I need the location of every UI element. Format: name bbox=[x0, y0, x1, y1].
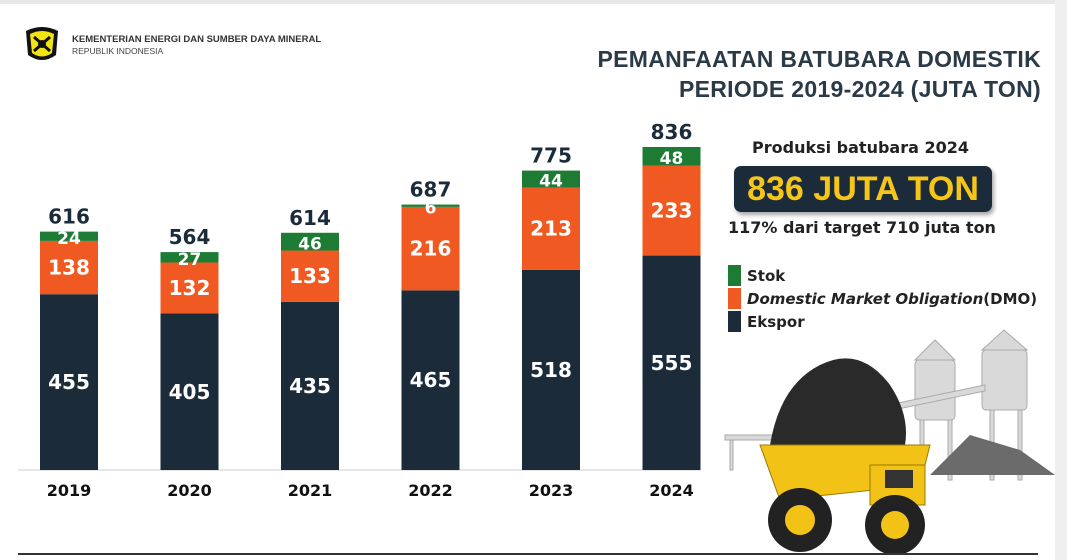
data-label: 133 bbox=[289, 264, 331, 288]
data-label: 435 bbox=[289, 374, 331, 398]
bar-segment-stok bbox=[160, 252, 219, 263]
legend-label: Ekspor bbox=[747, 312, 805, 331]
org-subtitle: REPUBLIK INDONESIA bbox=[72, 46, 164, 56]
bar-segment-ekspor bbox=[522, 269, 580, 470]
title-line-1: PEMANFAATAN BATUBARA DOMESTIK bbox=[597, 46, 1041, 72]
data-label: 518 bbox=[530, 358, 572, 382]
data-label: 27 bbox=[178, 250, 202, 270]
ministry-logo-icon bbox=[26, 27, 58, 60]
x-tick-label: 2023 bbox=[529, 481, 574, 500]
x-tick-label: 2019 bbox=[47, 481, 92, 500]
data-label: 24 bbox=[57, 229, 81, 249]
data-label: 48 bbox=[660, 149, 684, 169]
bar-segment-domestic bbox=[40, 240, 98, 295]
data-label: 44 bbox=[539, 172, 563, 192]
bar-segment-stok bbox=[522, 170, 580, 188]
total-label: 564 bbox=[169, 225, 211, 249]
total-label: 614 bbox=[289, 206, 331, 230]
bar-segment-domestic bbox=[281, 250, 339, 302]
data-label: 405 bbox=[169, 380, 211, 404]
data-label: 138 bbox=[48, 256, 90, 280]
bar-segment-stok bbox=[281, 232, 339, 251]
bottom-divider bbox=[18, 553, 1038, 555]
bar-segment-ekspor bbox=[642, 255, 701, 470]
bar-segment-ekspor bbox=[401, 290, 460, 470]
legend-swatch bbox=[728, 311, 741, 332]
title-line-2: PERIODE 2019-2024 (JUTA TON) bbox=[678, 76, 1041, 102]
total-label: 836 bbox=[651, 120, 693, 144]
x-tick-label: 2021 bbox=[288, 481, 333, 500]
top-border bbox=[0, 0, 1067, 4]
org-name: KEMENTERIAN ENERGI DAN SUMBER DAYA MINER… bbox=[72, 34, 322, 45]
data-label: 216 bbox=[410, 237, 452, 261]
bar-segment-ekspor bbox=[281, 301, 339, 470]
legend-swatch bbox=[728, 288, 741, 309]
data-label: 555 bbox=[651, 351, 693, 375]
legend-label: Domestic Market Obligation bbox=[747, 289, 984, 308]
legend-swatch bbox=[728, 265, 741, 286]
bar-segment-stok bbox=[401, 204, 460, 207]
chart-title: PEMANFAATAN BATUBARA DOMESTIK PERIODE 20… bbox=[597, 44, 1041, 104]
data-label: 455 bbox=[48, 370, 90, 394]
legend-item-stok: Stok bbox=[728, 264, 1037, 287]
production-label: Produksi batubara 2024 bbox=[752, 138, 969, 157]
bar-segment-ekspor bbox=[160, 313, 219, 470]
total-label: 687 bbox=[410, 178, 452, 202]
bar-segment-domestic bbox=[522, 187, 580, 270]
bar-segment-domestic bbox=[401, 206, 460, 291]
legend-item-dmo: Domestic Market Obligation (DMO) bbox=[728, 287, 1037, 310]
coal-truck-illustration bbox=[724, 329, 1055, 555]
bar-segment-ekspor bbox=[40, 294, 98, 470]
legend-label-suffix: (DMO) bbox=[983, 289, 1038, 308]
data-label: 132 bbox=[169, 276, 211, 300]
bar-segment-domestic bbox=[160, 262, 219, 314]
bar-segment-stok bbox=[40, 231, 98, 241]
legend: Stok Domestic Market Obligation (DMO) Eks… bbox=[728, 264, 1037, 333]
bar-segment-stok bbox=[642, 147, 701, 166]
bar-segment-domestic bbox=[642, 165, 701, 256]
data-label: 233 bbox=[651, 199, 693, 223]
x-tick-label: 2020 bbox=[167, 481, 212, 500]
data-label: 6 bbox=[425, 198, 437, 218]
right-border bbox=[1055, 0, 1067, 560]
x-tick-label: 2022 bbox=[408, 481, 453, 500]
x-tick-label: 2024 bbox=[649, 481, 694, 500]
target-percentage: 117% dari target 710 juta ton bbox=[728, 218, 996, 237]
total-label: 775 bbox=[530, 144, 572, 168]
data-label: 46 bbox=[298, 234, 322, 254]
legend-label: Stok bbox=[747, 266, 786, 285]
legend-item-ekspor: Ekspor bbox=[728, 310, 1037, 333]
production-total-badge: 836 JUTA TON bbox=[734, 166, 992, 212]
data-label: 465 bbox=[410, 368, 452, 392]
data-label: 213 bbox=[530, 217, 572, 241]
total-label: 616 bbox=[48, 205, 90, 229]
